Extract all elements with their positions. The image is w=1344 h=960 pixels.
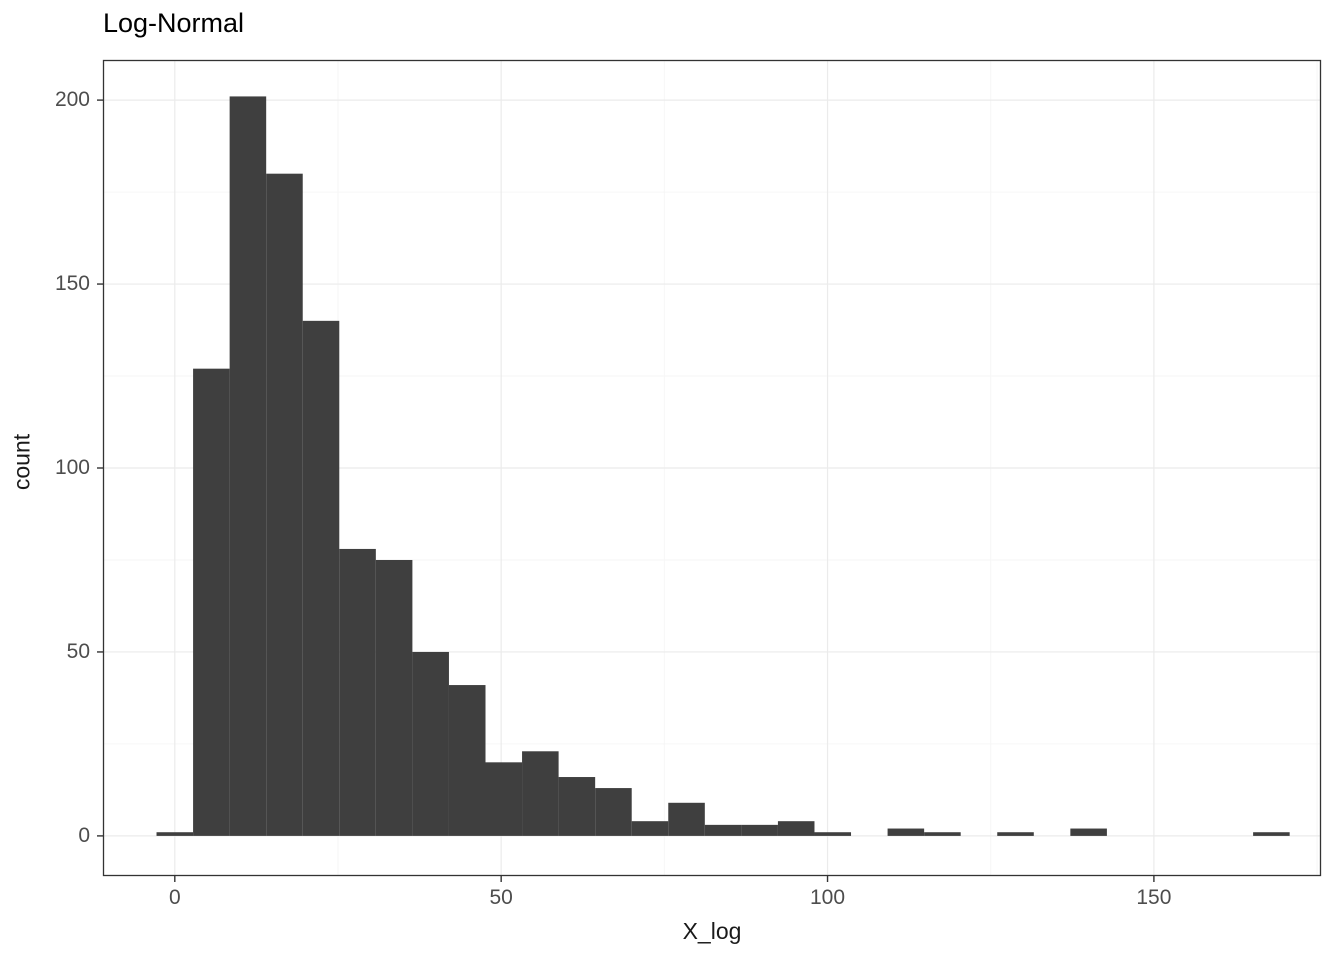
x-tick-label: 150 (1136, 886, 1172, 909)
histogram-bar (631, 821, 669, 836)
histogram-bar (1070, 828, 1107, 836)
histogram-bar (156, 832, 194, 836)
histogram-panel (97, 59, 1322, 882)
x-axis-ticks: 0 50 100 150 (0, 886, 1344, 912)
histogram-bar (485, 762, 523, 836)
y-tick-label: 50 (66, 639, 90, 663)
histogram-bar (668, 802, 705, 836)
histogram-bar (777, 821, 815, 836)
histogram-bar (704, 824, 742, 836)
panel-border (102, 59, 1322, 877)
histogram-bar (1253, 832, 1290, 836)
histogram-bar (375, 559, 413, 836)
histogram-bar (924, 832, 961, 836)
histogram-bar (595, 788, 632, 836)
x-tick-label: 100 (810, 886, 846, 909)
histogram-bar (302, 320, 340, 836)
histogram-bar (412, 651, 449, 836)
histogram-bar (741, 824, 778, 836)
histogram-bar (997, 832, 1034, 836)
chart-title: Log-Normal (103, 8, 245, 38)
x-tick-label: 50 (489, 886, 513, 909)
histogram-bar (448, 685, 486, 836)
x-axis-label: X_log (682, 918, 742, 944)
y-axis-ticks: 0 50 100 150 200 (0, 0, 92, 960)
histogram-bar (887, 828, 925, 836)
histogram-bar (522, 751, 559, 836)
histogram-bar (193, 368, 230, 836)
y-tick-label: 100 (54, 456, 90, 479)
histogram-bar (266, 173, 303, 836)
y-tick-label: 200 (54, 88, 90, 112)
y-tick-label: 0 (78, 823, 90, 847)
y-tick-label: 150 (54, 272, 90, 296)
histogram-bar (814, 832, 852, 836)
histogram-bar (558, 777, 596, 836)
x-tick-label: 0 (168, 886, 181, 909)
histogram-bar (339, 548, 376, 836)
histogram-bar (229, 96, 267, 836)
